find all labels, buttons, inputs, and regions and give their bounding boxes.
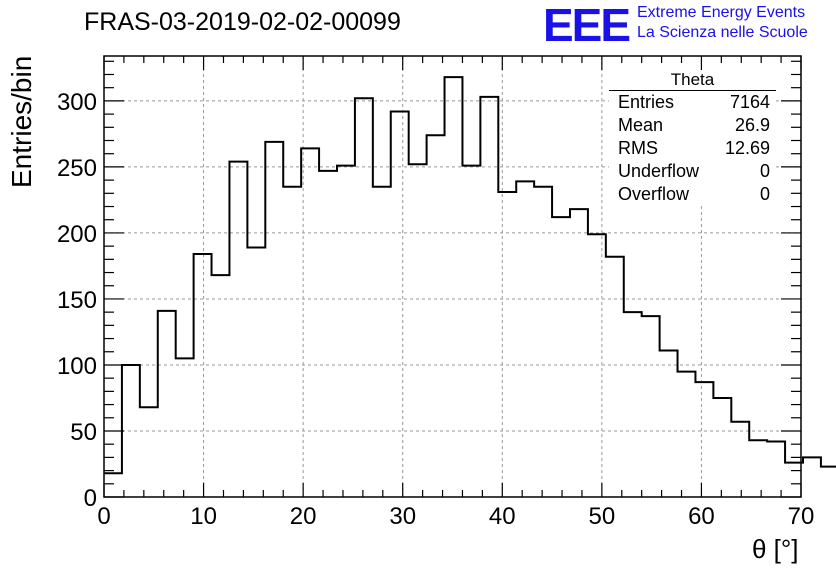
histogram-bin bbox=[373, 187, 391, 497]
logo-caption-line1: Extreme Energy Events bbox=[637, 4, 806, 21]
histogram-bin bbox=[158, 311, 176, 497]
histogram-bin bbox=[642, 316, 660, 497]
plot-frame bbox=[103, 55, 802, 498]
stats-value: 12.69 bbox=[724, 138, 770, 158]
histogram-bin bbox=[480, 97, 498, 497]
y-tick-label: 150 bbox=[57, 287, 97, 314]
histogram-bin bbox=[247, 247, 265, 497]
histogram-bin bbox=[176, 358, 194, 497]
stats-label: Mean bbox=[618, 115, 664, 135]
stats-value: 26.9 bbox=[734, 115, 770, 135]
eee-logo: EEE bbox=[543, 0, 631, 51]
histogram-bin bbox=[445, 77, 463, 497]
stats-label: Entries bbox=[618, 92, 675, 112]
histogram-bin bbox=[319, 171, 337, 497]
histogram-bin bbox=[462, 166, 480, 497]
stats-label: Overflow bbox=[618, 184, 690, 204]
stats-value: 0 bbox=[759, 161, 770, 181]
histogram-bin bbox=[194, 254, 212, 497]
histogram-bin bbox=[606, 257, 624, 497]
x-tick-label: 70 bbox=[788, 503, 815, 530]
stats-row-underflow: Underflow 0 bbox=[609, 160, 776, 183]
histogram-bin bbox=[803, 457, 821, 497]
histogram-bin bbox=[212, 275, 230, 497]
histogram-bin bbox=[265, 142, 283, 497]
stats-row-mean: Mean 26.9 bbox=[609, 114, 776, 137]
histogram-bin bbox=[337, 166, 355, 497]
y-tick-label: 200 bbox=[57, 221, 97, 248]
histogram-bin bbox=[516, 181, 534, 497]
x-tick-label: 10 bbox=[190, 503, 217, 530]
histogram-bin bbox=[229, 162, 247, 497]
histogram-bin bbox=[355, 98, 373, 497]
histogram-bin bbox=[122, 365, 140, 497]
histogram-bin bbox=[552, 217, 570, 497]
histogram-bin bbox=[409, 164, 427, 497]
histogram-bin bbox=[104, 473, 122, 497]
histogram-bin bbox=[660, 350, 678, 497]
histogram-bin bbox=[678, 372, 696, 497]
x-tick-label: 40 bbox=[489, 503, 516, 530]
y-axis-label: Entries/bin bbox=[6, 55, 37, 188]
histogram-bin bbox=[534, 187, 552, 497]
stats-value: 7164 bbox=[729, 92, 770, 112]
histogram-bin bbox=[391, 111, 409, 497]
histogram-bin bbox=[427, 135, 445, 497]
y-tick-label: 0 bbox=[84, 485, 97, 512]
stats-box: Theta Entries 7164 Mean 26.9 RMS 12.69 Unde… bbox=[609, 70, 776, 206]
x-tick-label: 50 bbox=[589, 503, 616, 530]
stats-row-overflow: Overflow 0 bbox=[609, 183, 776, 206]
x-tick-label: 0 bbox=[97, 503, 110, 530]
axis-ticks bbox=[103, 56, 802, 498]
histogram-bin bbox=[140, 407, 158, 497]
stats-value: 0 bbox=[759, 184, 770, 204]
histogram-bin bbox=[588, 234, 606, 497]
histogram-bin bbox=[283, 187, 301, 497]
stats-row-entries: Entries 7164 bbox=[609, 91, 776, 114]
x-tick-label: 20 bbox=[290, 503, 317, 530]
x-tick-label: 60 bbox=[688, 503, 715, 530]
logo-caption-line2: La Scienza nelle Scuole bbox=[637, 24, 808, 41]
stats-row-rms: RMS 12.69 bbox=[609, 137, 776, 160]
histogram-bin bbox=[301, 148, 319, 497]
histogram-bin bbox=[570, 209, 588, 497]
run-title: FRAS-03-2019-02-02-00099 bbox=[84, 8, 401, 36]
grid-lines bbox=[104, 56, 801, 497]
histogram-bin bbox=[624, 312, 642, 497]
histogram-bin bbox=[767, 442, 785, 497]
axis-tick-labels: 0 10 20 30 40 50 60 70 0 50 100 150 200 250 300 bbox=[57, 89, 814, 530]
histogram-bin bbox=[749, 440, 767, 497]
y-tick-label: 300 bbox=[57, 89, 97, 116]
y-tick-label: 100 bbox=[57, 353, 97, 380]
x-axis-label: θ [°] bbox=[752, 534, 799, 564]
histogram-bin bbox=[695, 382, 713, 497]
histogram-bin bbox=[713, 398, 731, 497]
stats-label: Underflow bbox=[618, 161, 700, 181]
stats-label: RMS bbox=[618, 138, 658, 158]
histogram-bin bbox=[498, 192, 516, 497]
histogram-bin bbox=[821, 467, 836, 497]
y-tick-label: 50 bbox=[70, 419, 97, 446]
histogram-bin bbox=[731, 422, 749, 497]
stats-title: Theta bbox=[609, 70, 776, 91]
y-tick-label: 250 bbox=[57, 155, 97, 182]
histogram-outline bbox=[104, 76, 836, 475]
x-tick-label: 30 bbox=[389, 503, 416, 530]
